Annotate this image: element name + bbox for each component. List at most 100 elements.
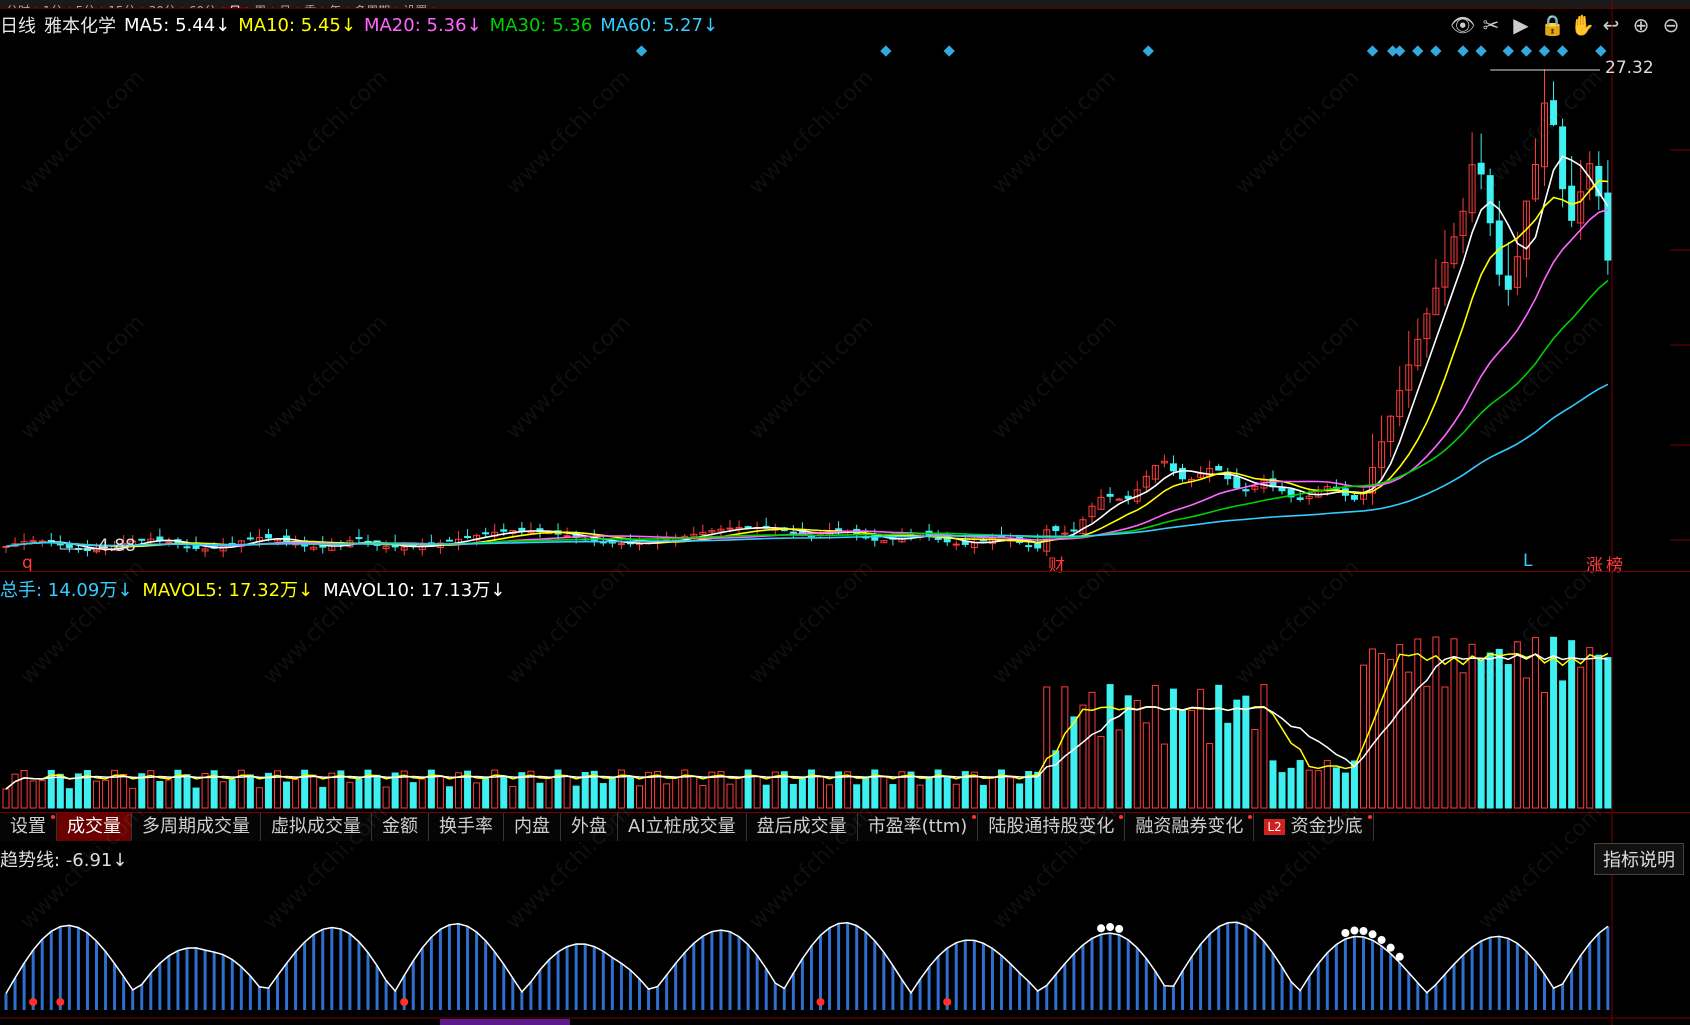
l-marker[interactable]: L	[1523, 551, 1533, 571]
lock-icon[interactable]: 🔒	[1540, 13, 1565, 37]
volume-bar	[20, 769, 28, 809]
candle-body	[708, 530, 716, 533]
volume-bar	[1468, 643, 1476, 809]
candle-body	[1142, 475, 1150, 488]
indicator-tab[interactable]: 融资融券变化	[1125, 813, 1255, 841]
toolbar-item[interactable]: 年	[323, 5, 349, 8]
tab-label: 换手率	[439, 816, 493, 837]
volume-bar	[1414, 638, 1422, 809]
total-volume: 总手: 14.09万↓	[0, 580, 133, 601]
indicator-tab[interactable]: 陆股通持股变化	[978, 813, 1126, 841]
candle-body	[1550, 100, 1558, 125]
volume-bar	[93, 780, 100, 809]
toolbar-item[interactable]: 设置	[397, 5, 435, 8]
volume-bar	[1341, 772, 1349, 809]
candle-body	[1088, 505, 1096, 518]
volume-bar	[1287, 767, 1295, 809]
play-icon[interactable]: ▶	[1513, 13, 1529, 37]
indicator-tab[interactable]: AI立桩成交量	[618, 813, 747, 841]
volume-bar	[572, 785, 580, 809]
volume-bar	[1070, 716, 1078, 809]
toolbar-item[interactable]: 多周期	[348, 5, 398, 8]
candle-body	[934, 537, 942, 540]
volume-bar	[138, 773, 146, 809]
toolbar-item[interactable]: 月	[273, 5, 299, 8]
indicator-tab[interactable]: 盘后成交量	[747, 813, 858, 841]
zoom-out-icon[interactable]: ⊖	[1662, 13, 1680, 37]
volume-bar	[817, 776, 824, 809]
toolbar-item[interactable]: 季	[298, 5, 324, 8]
top-toolbar: 分时1分5分15分30分60分日周月季年多周期设置	[0, 0, 1690, 9]
undo-icon[interactable]: ↩	[1602, 13, 1620, 37]
indicator-tab[interactable]: 内盘	[504, 813, 561, 841]
volume-bar	[1604, 657, 1612, 809]
candle-body	[1350, 495, 1358, 500]
volume-bar	[1369, 648, 1377, 809]
candle-body	[1160, 460, 1168, 464]
sell-signal-dot	[1106, 923, 1115, 932]
indicator-tab[interactable]: 虚拟成交量	[261, 813, 372, 841]
zoom-in-icon[interactable]: ⊕	[1632, 13, 1650, 37]
tab-label: 市盈率(ttm)	[867, 816, 968, 837]
candle-body	[1513, 256, 1521, 288]
volume-bar	[1188, 710, 1196, 809]
candle-body	[264, 534, 272, 539]
scissors-icon[interactable]: ✂	[1482, 13, 1500, 37]
period-label[interactable]: 日线	[0, 16, 36, 37]
toolbar-item[interactable]: 15分	[102, 5, 143, 8]
indicator-tab[interactable]: 成交量	[57, 813, 132, 841]
tab-dot-indicator	[1367, 815, 1372, 819]
volume-bar	[509, 785, 517, 809]
candle-body	[237, 540, 245, 547]
signal-diamond	[1538, 45, 1551, 57]
toolbar-item[interactable]: 日	[223, 5, 249, 8]
indicator-tab[interactable]: L2 资金抄底	[1254, 813, 1374, 841]
signal-diamond	[1502, 45, 1514, 57]
indicator-help-button[interactable]: 指标说明	[1594, 843, 1684, 875]
candle-body	[1531, 163, 1539, 200]
candle-body	[1169, 463, 1177, 472]
volume-bar	[1577, 666, 1585, 809]
toolbar-item[interactable]: 周	[248, 5, 274, 8]
buy-signal-dot	[56, 998, 65, 1006]
candle-body	[183, 546, 191, 549]
signal-diamond	[635, 45, 648, 57]
ranking-marker[interactable]: 榜	[1606, 556, 1623, 576]
toolbar-item[interactable]: 1分	[37, 5, 70, 8]
volume-bar	[47, 769, 55, 809]
volume-bar	[364, 769, 372, 809]
finance-marker[interactable]: 财	[1048, 556, 1065, 576]
signal-diamond	[943, 45, 955, 57]
toolbar-item[interactable]: 分时	[0, 5, 38, 8]
ma10-value: MA10: 5.45↓	[238, 14, 356, 36]
tab-label: 融资融券变化	[1135, 816, 1244, 837]
volume-bar	[129, 787, 137, 809]
eye-icon[interactable]: 👁	[1450, 13, 1476, 37]
ma30-value: MA30: 5.36	[489, 14, 593, 36]
toolbar-item[interactable]: 30分	[143, 5, 183, 8]
volume-bar	[744, 769, 752, 809]
volume-bar	[970, 771, 978, 809]
indicator-tab[interactable]: 多周期成交量	[132, 813, 261, 841]
candle-body	[1305, 495, 1313, 500]
volume-bar	[798, 776, 806, 809]
indicator-tab[interactable]: 设置	[0, 813, 57, 841]
volume-bar	[1522, 677, 1530, 809]
q-marker[interactable]: q	[22, 553, 33, 573]
candle-body	[1405, 364, 1413, 391]
candle-body	[1369, 466, 1377, 494]
toolbar-item[interactable]: 5分	[70, 5, 103, 8]
volume-bar	[219, 781, 227, 809]
scrollbar-thumb	[440, 1019, 570, 1025]
indicator-tab[interactable]: 市盈率(ttm)	[858, 813, 979, 841]
toolbar-item[interactable]: 60分	[183, 5, 224, 8]
hand-icon[interactable]: ✋	[1570, 13, 1595, 37]
volume-bar	[726, 783, 734, 809]
sell-signal-dot	[1386, 943, 1395, 952]
indicator-tab[interactable]: 金额	[372, 813, 429, 841]
indicator-tab[interactable]: 外盘	[561, 813, 618, 841]
candle-body	[717, 528, 725, 532]
candle-body	[617, 543, 625, 546]
indicator-tab[interactable]: 换手率	[429, 813, 504, 841]
